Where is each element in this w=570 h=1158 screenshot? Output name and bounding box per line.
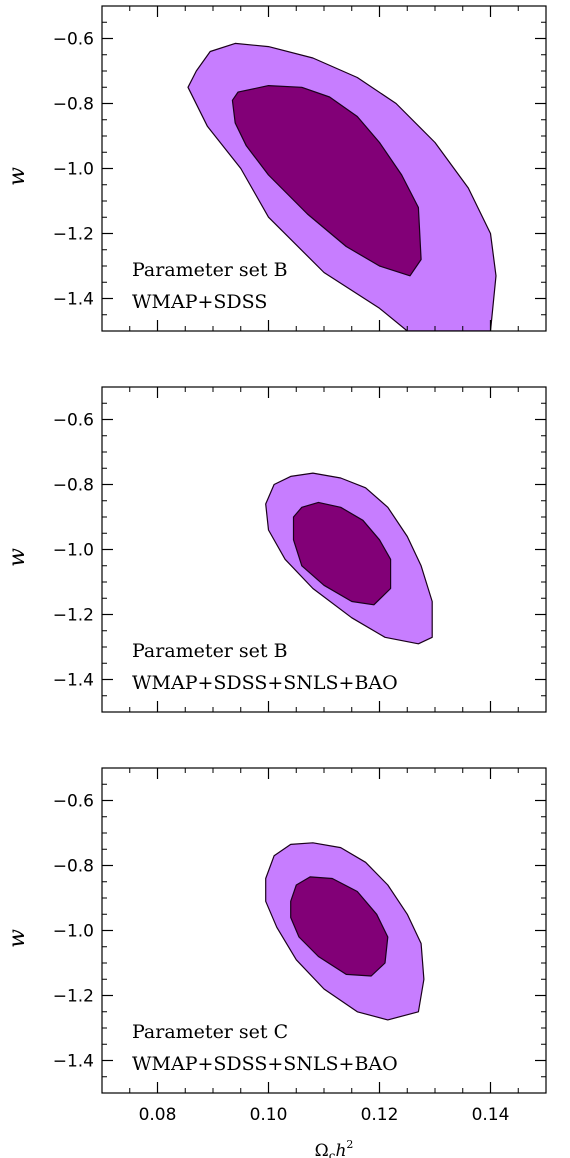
- y-tick-label: −0.8: [53, 95, 94, 115]
- y-tick-label: −1.0: [53, 541, 94, 561]
- panel-annotation-line-2: WMAP+SDSS+SNLS+BAO: [132, 672, 398, 694]
- y-tick-label: −0.6: [53, 30, 94, 50]
- inner-contour-region: [231, 84, 422, 277]
- y-tick-label: −1.4: [53, 671, 94, 691]
- contours: [187, 42, 497, 331]
- y-axis-label: w: [5, 548, 30, 567]
- y-tick-label: −0.6: [53, 411, 94, 431]
- y-tick-label: −1.4: [53, 290, 94, 310]
- panel-2: −0.6 −0.8 −1.0 −1.2 −1.4 w Parameter set B WMAP…: [5, 386, 547, 713]
- panel-annotation-line-1: Parameter set B: [132, 640, 288, 662]
- y-tick-label: −0.8: [53, 857, 94, 877]
- x-tick-label: 0.14: [472, 1105, 510, 1125]
- y-axis-label: w: [5, 929, 30, 948]
- contours: [265, 842, 425, 1021]
- panel-annotation-line-2: WMAP+SDSS: [132, 291, 267, 313]
- panel-3: −0.6 −0.8 −1.0 −1.2 −1.4 0.08 0.10 0.12 0.14 w Par…: [5, 767, 547, 1158]
- panel-1: −0.6 −0.8 −1.0 −1.2 −1.4 w Parameter set B WMAP…: [5, 5, 547, 332]
- contours: [265, 472, 433, 645]
- y-tick-label: −1.0: [53, 160, 94, 180]
- x-tick-label: 0.08: [139, 1105, 177, 1125]
- y-tick-label: −1.0: [53, 922, 94, 942]
- y-tick-label: −1.2: [53, 987, 94, 1007]
- panel-annotation-line-1: Parameter set B: [132, 259, 288, 281]
- x-tick-label: 0.12: [361, 1105, 399, 1125]
- y-tick-label: −1.2: [53, 606, 94, 626]
- inner-contour-region: [292, 501, 392, 606]
- y-tick-label: −0.8: [53, 476, 94, 496]
- y-tick-label: −1.4: [53, 1052, 94, 1072]
- y-tick-label: −1.2: [53, 225, 94, 245]
- x-tick-label: 0.10: [250, 1105, 288, 1125]
- x-axis-label: Ωch2: [315, 1138, 354, 1158]
- y-tick-label: −0.6: [53, 792, 94, 812]
- panel-annotation-line-1: Parameter set C: [132, 1021, 288, 1043]
- inner-contour-region: [290, 876, 389, 977]
- y-axis-label: w: [5, 167, 30, 186]
- panel-annotation-line-2: WMAP+SDSS+SNLS+BAO: [132, 1053, 398, 1075]
